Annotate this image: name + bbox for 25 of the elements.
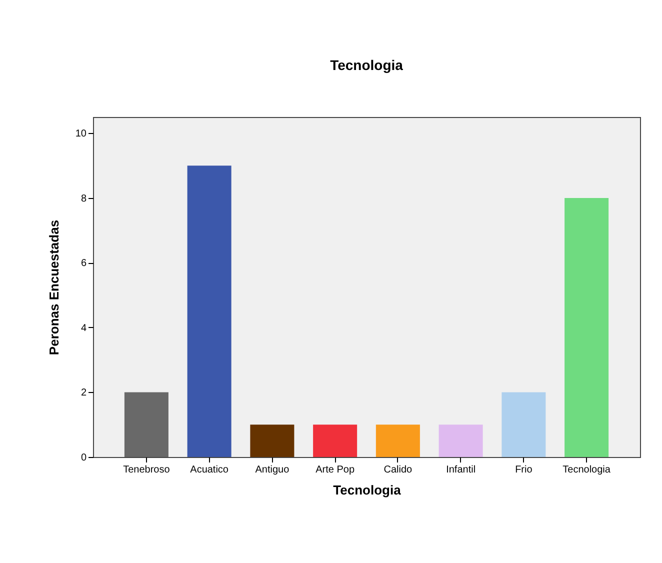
bar xyxy=(313,424,358,457)
x-tick-label: Tecnologia xyxy=(562,464,611,476)
y-tick-label: 8 xyxy=(80,193,87,204)
x-tick-label: Acuatico xyxy=(190,464,229,476)
y-tick-label: 10 xyxy=(75,128,87,140)
bar xyxy=(250,424,294,457)
y-tick-label: 2 xyxy=(80,388,87,399)
x-tick-label: Antiguo xyxy=(255,464,290,476)
bar xyxy=(376,424,420,457)
bar xyxy=(124,392,168,457)
x-tick-label: Calido xyxy=(384,464,413,476)
bar xyxy=(438,424,483,457)
bar xyxy=(187,166,232,457)
x-tick-label: Tenebroso xyxy=(123,464,170,476)
y-axis-title: Peronas Encuestadas xyxy=(46,220,62,356)
y-tick-label: 0 xyxy=(80,452,87,464)
x-tick-label: Arte Pop xyxy=(316,464,355,476)
bar xyxy=(564,198,609,457)
x-tick-label: Frio xyxy=(515,464,533,476)
y-tick-label: 6 xyxy=(80,258,87,270)
x-axis-title: Tecnologia xyxy=(333,482,402,498)
x-tick-label: Infantil xyxy=(446,464,476,476)
bar xyxy=(502,392,546,457)
chart-title: Tecnologia xyxy=(330,57,404,73)
y-tick-label: 4 xyxy=(80,322,87,334)
